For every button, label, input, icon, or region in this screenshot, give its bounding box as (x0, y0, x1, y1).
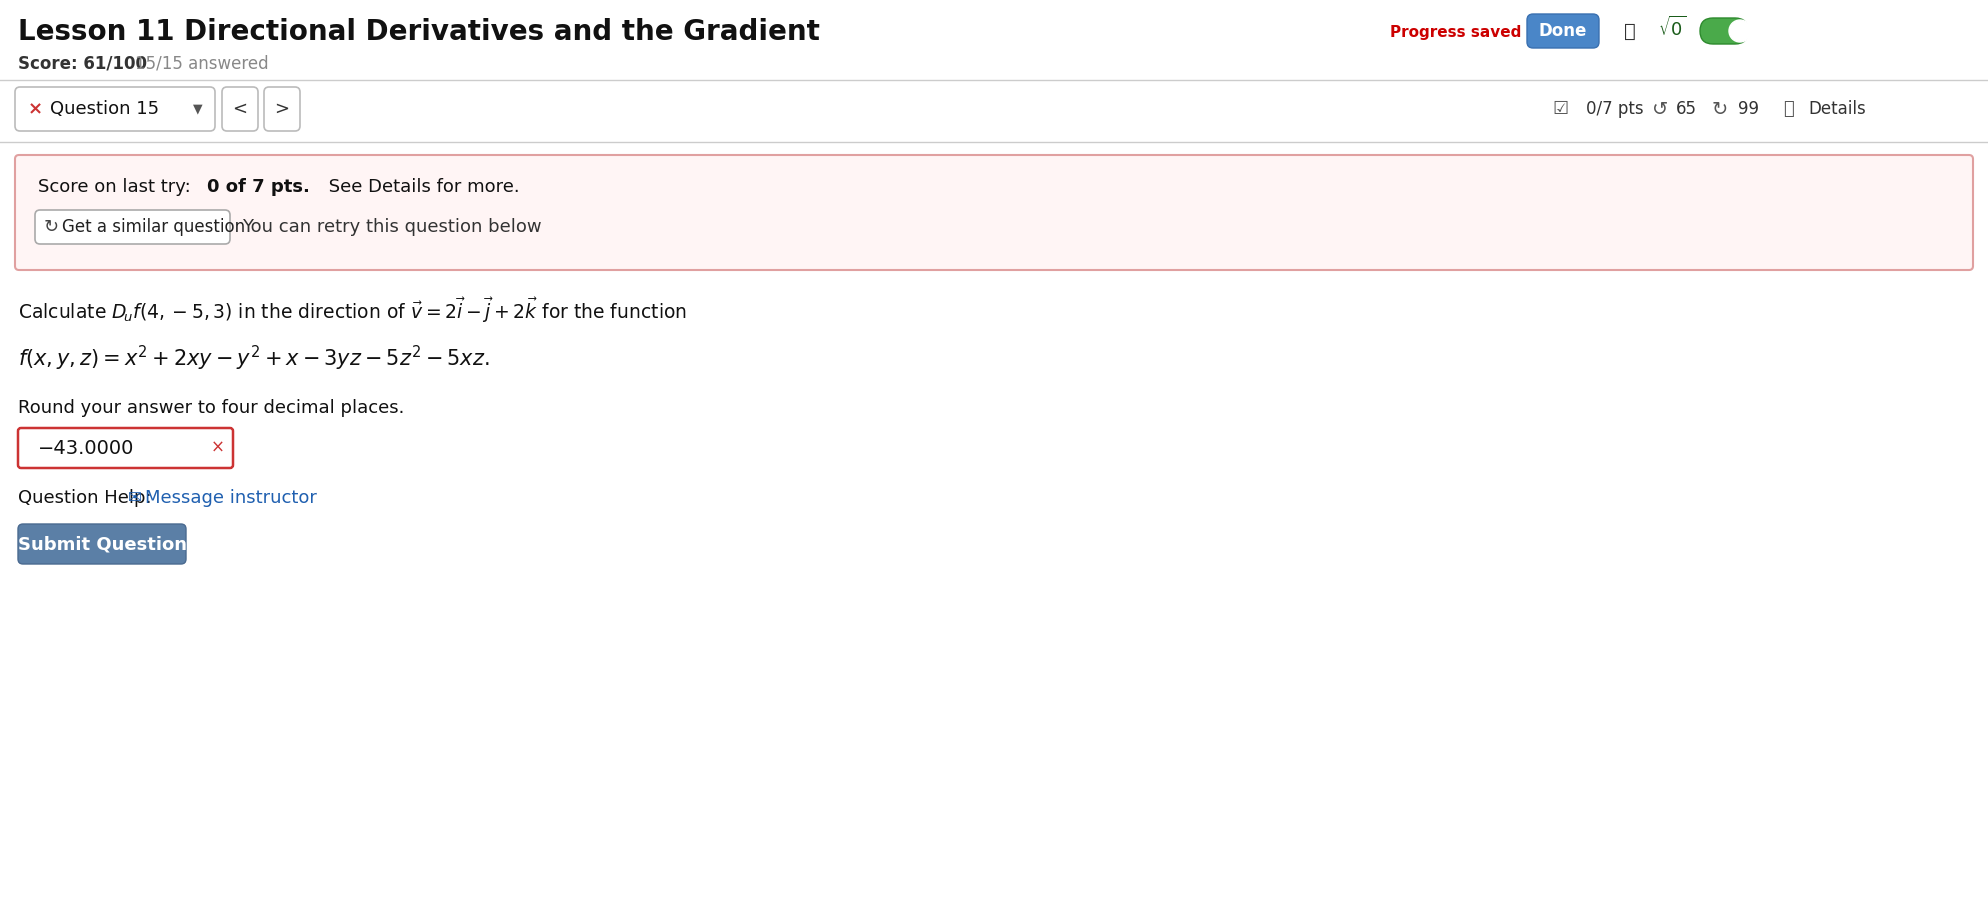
Text: See Details for more.: See Details for more. (322, 178, 519, 196)
FancyBboxPatch shape (1700, 18, 1747, 44)
Text: 65: 65 (1676, 100, 1698, 118)
Text: You can retry this question below: You can retry this question below (243, 218, 541, 236)
Text: ↺: ↺ (1652, 100, 1668, 119)
Text: 🖨: 🖨 (1624, 21, 1636, 41)
Text: ×: × (28, 100, 44, 118)
Text: Score on last try:: Score on last try: (38, 178, 197, 196)
Text: 15/15 answered: 15/15 answered (135, 54, 268, 72)
Text: Done: Done (1539, 22, 1586, 40)
Text: Question Help:: Question Help: (18, 489, 151, 507)
FancyBboxPatch shape (18, 524, 187, 564)
Text: $\sqrt{0}$: $\sqrt{0}$ (1658, 16, 1686, 40)
Text: Message instructor: Message instructor (145, 489, 316, 507)
Text: ☑: ☑ (1553, 100, 1569, 118)
FancyBboxPatch shape (18, 428, 233, 468)
Text: Submit Question: Submit Question (18, 535, 187, 553)
FancyBboxPatch shape (16, 87, 215, 131)
Text: ▼: ▼ (193, 102, 203, 115)
Text: Calculate $D_{\!u}f(4,-5,3)$ in the direction of $\vec{v} = 2\vec{i} - \vec{j} +: Calculate $D_{\!u}f(4,-5,3)$ in the dire… (18, 295, 688, 325)
FancyBboxPatch shape (36, 210, 231, 244)
Text: 99: 99 (1738, 100, 1759, 118)
Text: ×: × (211, 439, 225, 457)
Text: Question 15: Question 15 (50, 100, 159, 118)
Text: 0/7 pts: 0/7 pts (1586, 100, 1644, 118)
Text: Details: Details (1807, 100, 1867, 118)
FancyBboxPatch shape (223, 87, 258, 131)
Text: <: < (233, 100, 247, 118)
Text: Score: 61/100: Score: 61/100 (18, 54, 147, 72)
Text: Lesson 11 Directional Derivatives and the Gradient: Lesson 11 Directional Derivatives and th… (18, 18, 819, 46)
Text: 0 of 7 pts.: 0 of 7 pts. (207, 178, 310, 196)
Text: Round your answer to four decimal places.: Round your answer to four decimal places… (18, 399, 404, 417)
Text: Progress saved: Progress saved (1390, 25, 1521, 40)
Text: >: > (274, 100, 290, 118)
FancyBboxPatch shape (264, 87, 300, 131)
Text: ⓘ: ⓘ (1783, 100, 1793, 118)
Text: ↻: ↻ (1712, 100, 1728, 119)
FancyBboxPatch shape (16, 155, 1972, 270)
Text: $f(x, y, z) = x^2 + 2xy - y^2 + x - 3yz - 5z^2 - 5xz.$: $f(x, y, z) = x^2 + 2xy - y^2 + x - 3yz … (18, 343, 489, 372)
Text: ✉: ✉ (127, 489, 141, 507)
Text: Get a similar question: Get a similar question (62, 218, 245, 236)
Circle shape (1730, 20, 1751, 42)
Text: ↻: ↻ (44, 218, 60, 236)
FancyBboxPatch shape (1527, 14, 1598, 48)
Text: −43.0000: −43.0000 (38, 439, 135, 457)
